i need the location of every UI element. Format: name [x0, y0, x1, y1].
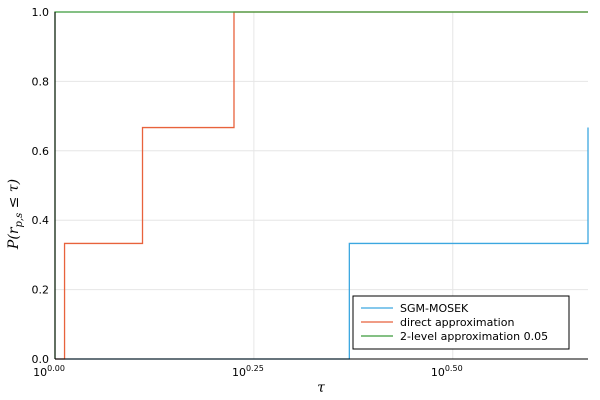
y-axis-label: P(rp,s ≤ τ) [6, 179, 25, 250]
x-axis-label: τ [317, 380, 325, 396]
y-tick-label-3: 0.6 [32, 145, 50, 158]
y-tick-label-4: 0.8 [32, 75, 50, 88]
y-axis-label-main: P(r [6, 226, 22, 250]
series-line-1 [55, 11, 588, 360]
x-tick-exponent-1: 0.25 [246, 364, 264, 373]
legend-label-2: 2-level approximation 0.05 [400, 330, 548, 343]
x-tick-label-2: 100.50 [431, 364, 463, 379]
y-axis-label-sub: p,s [14, 213, 25, 228]
x-tick-base-0: 10 [33, 366, 47, 379]
y-tick-label-5: 1.0 [32, 6, 50, 19]
x-tick-base-1: 10 [232, 366, 246, 379]
legend-label-1: direct approximation [400, 316, 514, 329]
x-tick-label-0: 100.00 [33, 364, 65, 379]
axes [54, 12, 588, 360]
x-tick-exponent-0: 0.00 [47, 364, 65, 373]
x-tick-exponent-2: 0.50 [445, 364, 463, 373]
y-tick-label-2: 0.4 [32, 214, 50, 227]
y-axis-label-rest: ≤ τ) [6, 179, 22, 213]
legend-label-0: SGM-MOSEK [400, 302, 469, 315]
x-tick-label-1: 100.25 [232, 364, 264, 379]
x-tick-base-2: 10 [431, 366, 445, 379]
y-tick-label-0: 0.0 [32, 353, 50, 366]
y-tick-label-1: 0.2 [32, 284, 50, 297]
